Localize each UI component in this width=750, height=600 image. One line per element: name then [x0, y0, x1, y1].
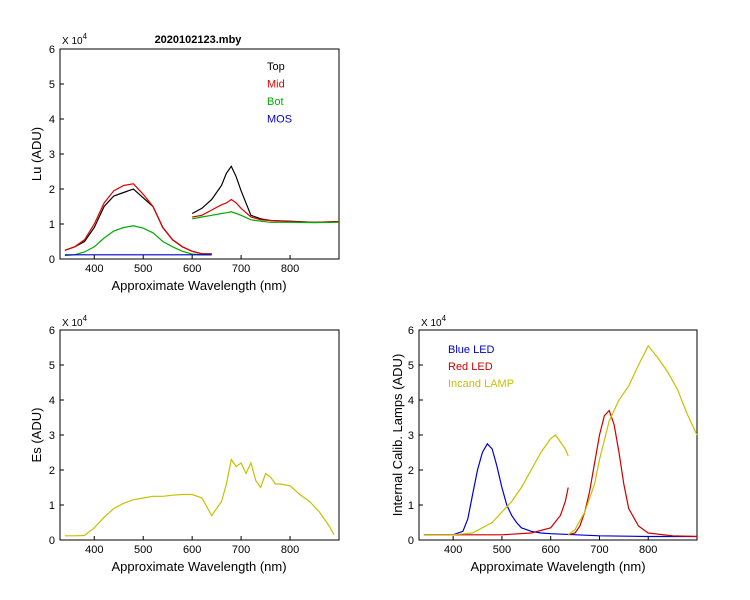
lu-x-axis-label: Approximate Wavelength (nm)	[111, 278, 286, 293]
es-y-tick-label: 0	[49, 535, 55, 547]
lu-legend: Top Mid Bot MOS	[267, 61, 292, 126]
lamps-series-red-led-line	[423, 487, 569, 536]
lamps-legend-incand-lamp: Incand LAMP	[448, 378, 514, 390]
lu-x-tick-label: 600	[183, 263, 201, 275]
lu-y-tick-label: 2	[49, 184, 55, 196]
lamps-ticks: 400 500 600 700 800 0 1 2 3 4 5 6	[408, 325, 658, 556]
lamps-legend-blue-led: Blue LED	[448, 344, 495, 356]
lu-y-axis-label: Lu (ADU)	[29, 127, 44, 181]
es-y-tick-label: 1	[49, 500, 55, 512]
lu-scale-exponent: 4	[83, 32, 88, 41]
lamps-legend-red-led: Red LED	[448, 361, 493, 373]
es-panel: X 104 Approximate Wavelength (nm) Es (AD…	[29, 314, 340, 574]
lamps-x-tick-label: 400	[444, 544, 462, 556]
lu-legend-mid: Mid	[267, 79, 285, 91]
lamps-scale-label: X 104	[421, 314, 447, 329]
lamps-series-blue-led-line	[423, 442, 697, 538]
es-series	[64, 458, 335, 537]
lu-x-tick-label: 700	[232, 263, 250, 275]
lu-y-tick-label: 4	[49, 114, 55, 126]
es-y-tick-label: 4	[49, 395, 55, 407]
lamps-y-tick-label: 1	[408, 500, 414, 512]
lu-ticks: 400 500 600 700 800 0 1 2 3 4 5 6	[49, 44, 299, 275]
lu-series-bot-line	[192, 211, 340, 224]
lamps-y-tick-label: 5	[408, 360, 414, 372]
es-ticks: 400 500 600 700 800 0 1 2 3 4 5 6	[49, 325, 299, 556]
lamps-x-axis-label: Approximate Wavelength (nm)	[470, 559, 645, 574]
es-scale-label: X 104	[62, 314, 88, 329]
es-y-axis-label: Es (ADU)	[29, 408, 44, 463]
es-x-tick-label: 800	[281, 544, 299, 556]
lu-series-bot-line	[64, 225, 212, 257]
lu-scale-label: X 104	[62, 32, 88, 47]
lu-x-tick-label: 800	[281, 263, 299, 275]
lamps-y-tick-label: 2	[408, 465, 414, 477]
lu-y-tick-label: 6	[49, 44, 55, 56]
es-y-tick-label: 3	[49, 430, 55, 442]
es-y-tick-label: 2	[49, 465, 55, 477]
lu-y-tick-label: 3	[49, 149, 55, 161]
lamps-y-tick-label: 0	[408, 535, 414, 547]
lamps-legend: Blue LED Red LED Incand LAMP	[448, 344, 514, 390]
es-scale-exponent: 4	[83, 314, 88, 323]
lamps-series-incand-lamp-line	[567, 344, 698, 536]
es-plot-frame	[59, 329, 340, 541]
lu-series-mid-line	[192, 198, 340, 223]
lamps-panel: X 104 Approximate Wavelength (nm) Intern…	[390, 314, 698, 574]
lamps-series	[423, 344, 698, 538]
lamps-y-axis-label: Internal Calib. Lamps (ADU)	[390, 354, 405, 517]
lamps-y-tick-label: 6	[408, 325, 414, 337]
es-y-tick-label: 6	[49, 325, 55, 337]
lu-legend-top: Top	[267, 61, 285, 73]
lu-x-tick-label: 500	[134, 263, 152, 275]
lamps-x-tick-label: 600	[542, 544, 560, 556]
lamps-y-tick-label: 4	[408, 395, 414, 407]
lu-series-top-line	[191, 165, 340, 223]
lu-panel: 2020102123.mby X 104 Approximate Wavelen…	[29, 32, 340, 293]
lu-series	[64, 165, 340, 257]
lu-series-mid-line	[64, 183, 212, 255]
lu-plot-frame	[59, 48, 340, 260]
lu-y-tick-label: 0	[49, 254, 55, 266]
lamps-series-incand-lamp-line	[423, 434, 569, 536]
lu-series-top-line	[64, 188, 212, 255]
lu-x-tick-label: 400	[85, 263, 103, 275]
es-series-es-line	[64, 458, 335, 537]
es-x-tick-label: 400	[85, 544, 103, 556]
lamps-series-red-led-line	[568, 409, 698, 538]
es-x-axis-label: Approximate Wavelength (nm)	[111, 559, 286, 574]
lamps-x-tick-label: 800	[639, 544, 657, 556]
es-x-tick-label: 500	[134, 544, 152, 556]
lu-title: 2020102123.mby	[155, 34, 243, 46]
lu-y-tick-label: 1	[49, 219, 55, 231]
lu-legend-mos: MOS	[267, 114, 292, 126]
lamps-scale-exponent: 4	[442, 314, 447, 323]
es-y-tick-label: 5	[49, 360, 55, 372]
lamps-x-tick-label: 500	[493, 544, 511, 556]
lu-y-tick-label: 5	[49, 79, 55, 91]
lamps-y-tick-label: 3	[408, 430, 414, 442]
lu-legend-bot: Bot	[267, 96, 284, 108]
lamps-x-tick-label: 700	[590, 544, 608, 556]
es-x-tick-label: 600	[183, 544, 201, 556]
es-x-tick-label: 700	[232, 544, 250, 556]
